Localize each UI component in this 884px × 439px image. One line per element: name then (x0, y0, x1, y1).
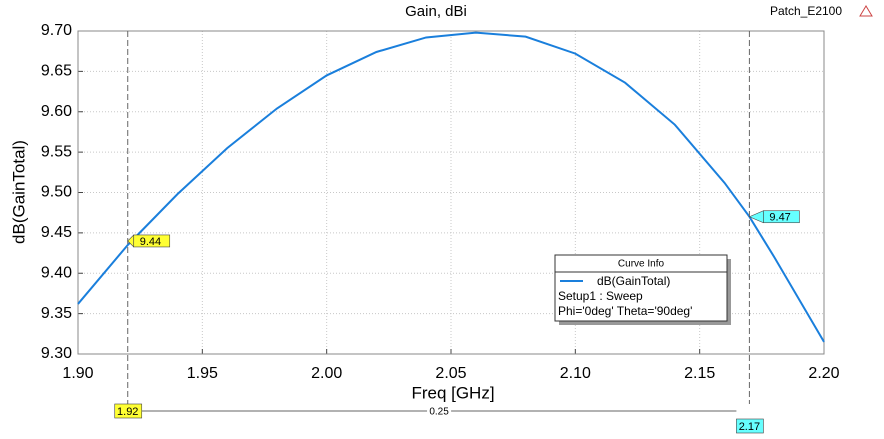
x-tick-label: 1.95 (187, 365, 218, 382)
legend-variation: Phi='0deg' Theta='90deg' (558, 304, 692, 318)
marker-label-box (133, 234, 171, 248)
y-tick-label: 9.70 (41, 22, 72, 39)
x-tick-label: 2.15 (684, 365, 715, 382)
marker-x-label: 1.92 (117, 406, 138, 418)
marker-x-box (736, 418, 764, 434)
marker-label-box (763, 210, 800, 224)
design-name: Patch_E2100 (770, 4, 842, 18)
plot-border (77, 30, 825, 355)
design-icon (859, 5, 873, 17)
y-tick-label: 9.50 (41, 184, 72, 201)
marker-label: 9.44 (140, 236, 161, 248)
x-tick-label: 2.00 (311, 365, 342, 382)
y-tick-label: 9.35 (41, 305, 72, 322)
y-tick-label: 9.60 (41, 103, 72, 120)
series-line (77, 31, 825, 343)
legend-entry: dB(GainTotal) (597, 274, 670, 288)
chart-title: Gain, dBi (405, 3, 467, 20)
y-tick-label: 9.30 (41, 345, 72, 362)
y-tick-label: 9.55 (41, 143, 72, 160)
x-axis-label: Freq [GHz] (411, 383, 494, 402)
x-tick-label: 1.90 (62, 365, 93, 382)
legend-box (554, 254, 728, 322)
marker-label: 9.47 (769, 212, 790, 224)
y-tick-label: 9.45 (41, 224, 72, 241)
y-tick-label: 9.65 (41, 63, 72, 80)
marker-x-label: 2.17 (739, 421, 760, 433)
x-tick-label: 2.10 (560, 365, 591, 382)
y-axis-label: dB(GainTotal) (9, 140, 28, 244)
x-tick-label: 2.20 (808, 365, 839, 382)
legend-title: Curve Info (618, 259, 665, 270)
x-tick-label: 2.05 (435, 365, 466, 382)
legend-setup: Setup1 : Sweep (558, 289, 643, 303)
delta-label: 0.25 (429, 407, 449, 418)
delta-bg (427, 405, 452, 417)
y-tick-label: 9.40 (41, 264, 72, 281)
